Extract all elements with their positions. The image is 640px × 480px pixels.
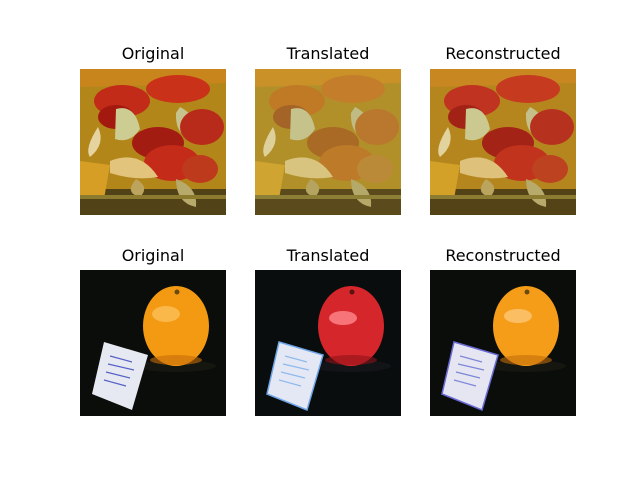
panel-title-row2-reconstructed: Reconstructed [430,246,576,266]
panel-title-row1-original: Original [80,44,226,64]
orange-and-note-photo-icon [430,270,576,416]
row1-translated-image [255,69,401,215]
orange-and-note-photo-icon [80,270,226,416]
food-photo-icon [255,69,401,215]
row2-translated-image [255,270,401,416]
row2-original-image [80,270,226,416]
panel-title-row2-translated: Translated [255,246,401,266]
row2-reconstructed-image [430,270,576,416]
panel-title-row1-reconstructed: Reconstructed [430,44,576,64]
food-photo-icon [80,69,226,215]
food-photo-icon [430,69,576,215]
row1-reconstructed-image [430,69,576,215]
orange-and-note-photo-icon [255,270,401,416]
row1-original-image [80,69,226,215]
panel-title-row2-original: Original [80,246,226,266]
panel-title-row1-translated: Translated [255,44,401,64]
